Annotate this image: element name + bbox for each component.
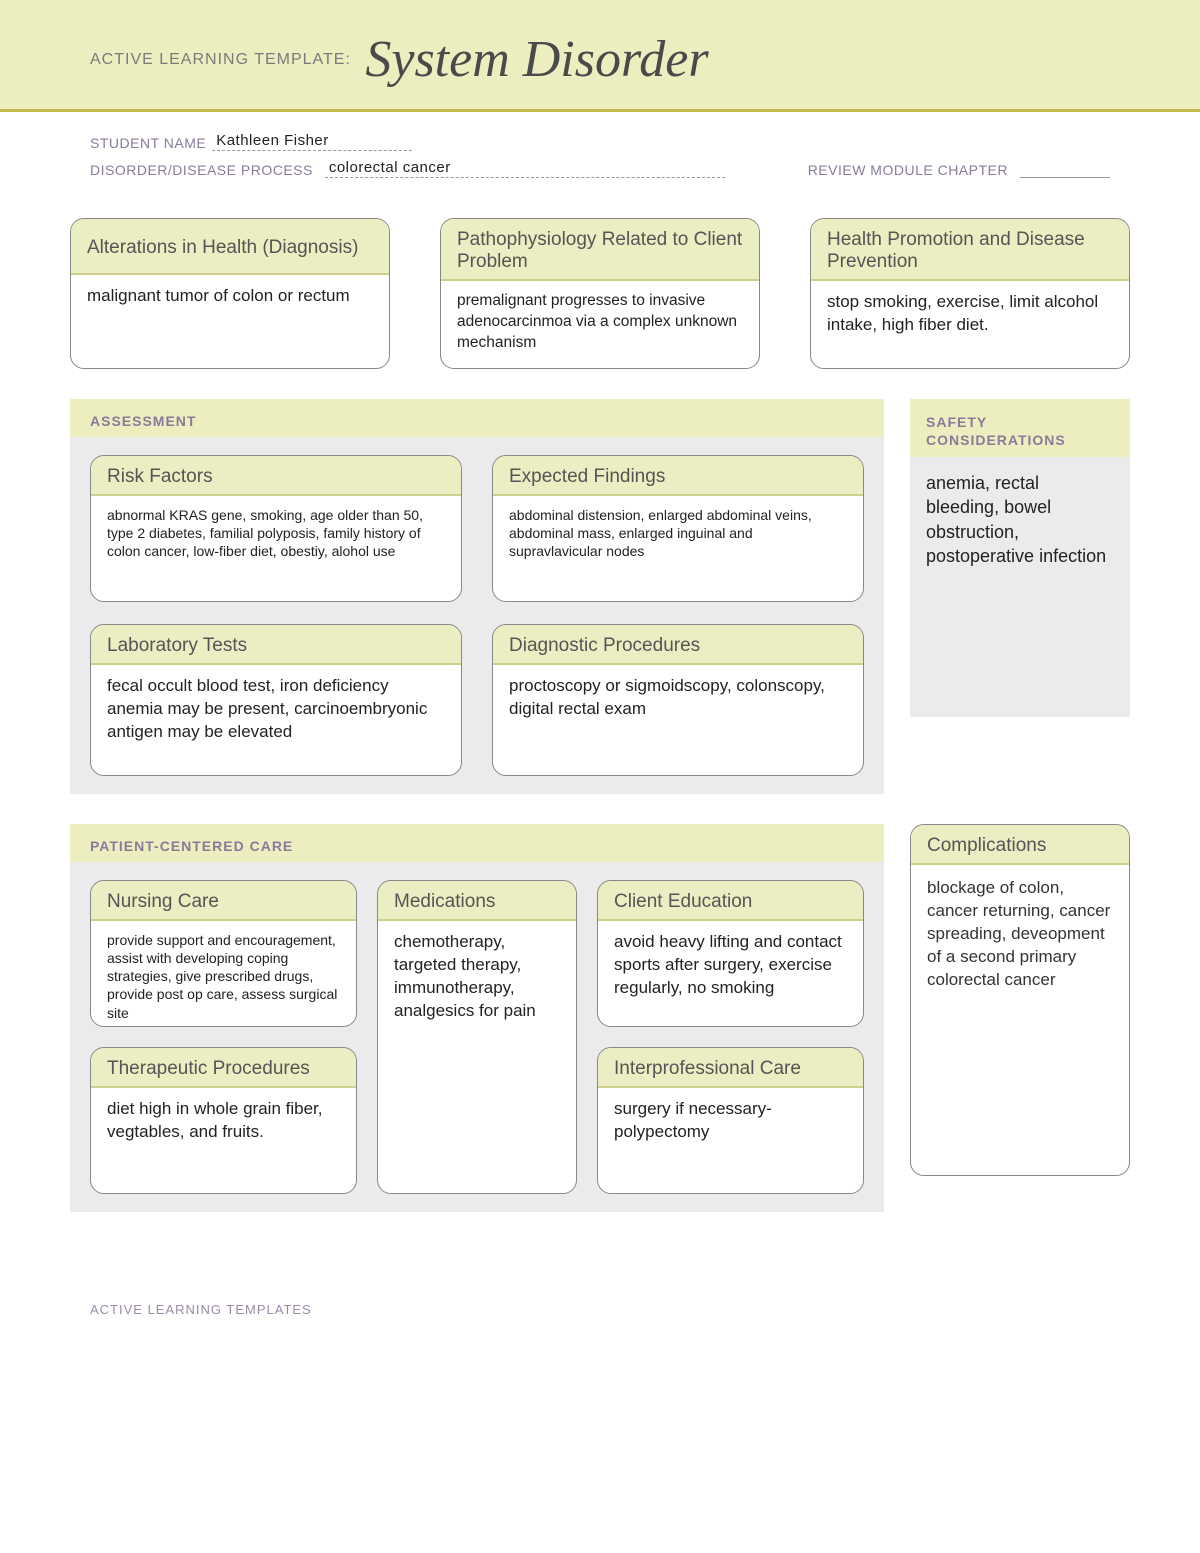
card-nursing-care: Nursing Care provide support and encoura… [90, 880, 357, 1027]
card-title: Alterations in Health (Diagnosis) [71, 219, 389, 275]
card-title: Medications [378, 881, 576, 921]
student-name-value: Kathleen Fisher [212, 132, 412, 151]
card-diagnostic-procedures: Diagnostic Procedures proctoscopy or sig… [492, 624, 864, 776]
safety-label: SAFETY CONSIDERATIONS [910, 399, 1130, 457]
card-client-education: Client Education avoid heavy lifting and… [597, 880, 864, 1027]
card-title: Therapeutic Procedures [91, 1048, 356, 1088]
chapter-blank [1020, 164, 1110, 178]
card-title: Nursing Care [91, 881, 356, 921]
card-title: Complications [911, 825, 1129, 865]
card-body: abnormal KRAS gene, smoking, age older t… [91, 496, 461, 601]
card-health-promo: Health Promotion and Disease Prevention … [810, 218, 1130, 369]
card-body: proctoscopy or sigmoidscopy, colonscopy,… [493, 665, 863, 775]
process-value: colorectal cancer [325, 159, 725, 178]
card-alterations: Alterations in Health (Diagnosis) malign… [70, 218, 390, 369]
card-medications: Medications chemotherapy, targeted thera… [377, 880, 577, 1194]
card-title: Expected Findings [493, 456, 863, 496]
card-body: provide support and encouragement, assis… [91, 921, 356, 1027]
card-title: Health Promotion and Disease Prevention [811, 219, 1129, 281]
card-patho: Pathophysiology Related to Client Proble… [440, 218, 760, 369]
card-therapeutic-procedures: Therapeutic Procedures diet high in whol… [90, 1047, 357, 1194]
card-body: malignant tumor of colon or rectum [71, 275, 389, 322]
safety-body: anemia, rectal bleeding, bowel obstructi… [910, 457, 1130, 717]
card-title: Laboratory Tests [91, 625, 461, 665]
card-body: fecal occult blood test, iron deficiency… [91, 665, 461, 775]
safety-column: SAFETY CONSIDERATIONS anemia, rectal ble… [910, 399, 1130, 794]
header-title: System Disorder [365, 30, 708, 89]
card-body: chemotherapy, targeted therapy, immunoth… [378, 921, 576, 1037]
card-title: Client Education [598, 881, 863, 921]
card-body: diet high in whole grain fiber, vegtable… [91, 1088, 356, 1183]
meta-block: STUDENT NAME Kathleen Fisher DISORDER/DI… [0, 112, 1200, 188]
assessment-row: ASSESSMENT Risk Factors abnormal KRAS ge… [70, 399, 1130, 794]
header-band: ACTIVE LEARNING TEMPLATE: System Disorde… [0, 0, 1200, 112]
top-row: Alterations in Health (Diagnosis) malign… [70, 218, 1130, 369]
card-body: premalignant progresses to invasive aden… [441, 281, 759, 368]
section-assessment-label: ASSESSMENT [70, 399, 884, 437]
chapter-label: REVIEW MODULE CHAPTER [808, 162, 1008, 178]
card-risk-factors: Risk Factors abnormal KRAS gene, smoking… [90, 455, 462, 602]
card-title: Interprofessional Care [598, 1048, 863, 1088]
card-body: stop smoking, exercise, limit alcohol in… [811, 281, 1129, 351]
card-body: avoid heavy lifting and contact sports a… [598, 921, 863, 1027]
pcc-section: Nursing Care provide support and encoura… [70, 862, 884, 1212]
card-title: Risk Factors [91, 456, 461, 496]
card-body: surgery if necessary- polypectomy [598, 1088, 863, 1183]
card-expected-findings: Expected Findings abdominal distension, … [492, 455, 864, 602]
card-title: Pathophysiology Related to Client Proble… [441, 219, 759, 281]
footer-label: ACTIVE LEARNING TEMPLATES [0, 1252, 1200, 1347]
assessment-section: Risk Factors abnormal KRAS gene, smoking… [70, 437, 884, 794]
card-lab-tests: Laboratory Tests fecal occult blood test… [90, 624, 462, 776]
card-interprofessional-care: Interprofessional Care surgery if necess… [597, 1047, 864, 1194]
process-label: DISORDER/DISEASE PROCESS [90, 162, 313, 178]
student-name-label: STUDENT NAME [90, 135, 206, 151]
card-title: Diagnostic Procedures [493, 625, 863, 665]
card-body: blockage of colon, cancer returning, can… [911, 865, 1129, 1175]
header-label: ACTIVE LEARNING TEMPLATE: [90, 51, 351, 69]
section-pcc-label: PATIENT-CENTERED CARE [70, 824, 884, 862]
card-complications: Complications blockage of colon, cancer … [910, 824, 1130, 1176]
pcc-row: PATIENT-CENTERED CARE Nursing Care provi… [70, 824, 1130, 1212]
card-body: abdominal distension, enlarged abdominal… [493, 496, 863, 601]
